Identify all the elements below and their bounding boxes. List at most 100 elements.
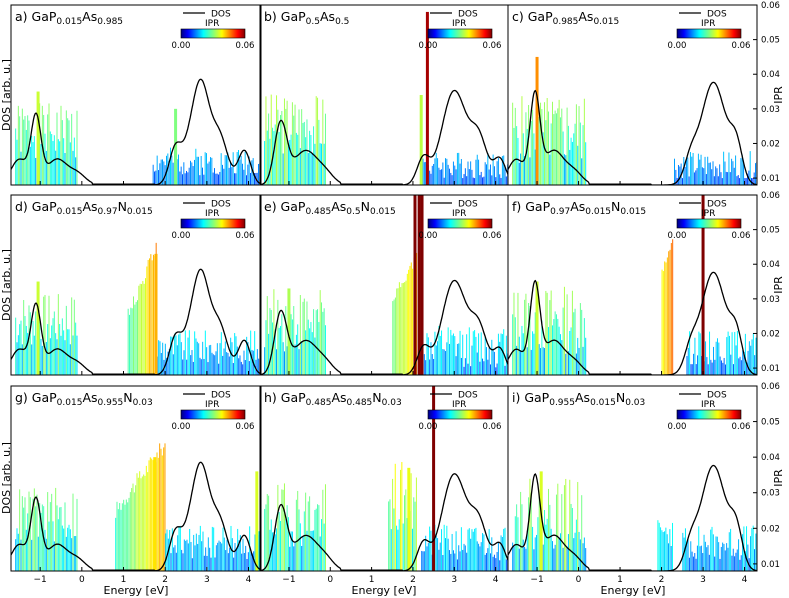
ipr-bar [69, 344, 71, 375]
ipr-bar [133, 296, 134, 375]
ipr-bar [236, 346, 238, 375]
ipr-bar [492, 556, 494, 571]
ipr-bar [549, 504, 551, 571]
ipr-bar [693, 353, 695, 375]
ipr-bar [276, 528, 278, 571]
ipr-bar [730, 354, 732, 375]
ipr-bar [462, 549, 464, 571]
ipr-bar [400, 287, 402, 375]
ipr-bar [29, 312, 31, 375]
ipr-bar [162, 342, 164, 375]
ipr-bar [468, 327, 470, 375]
ipr-bar [265, 320, 267, 375]
title-element: As [578, 9, 593, 24]
ipr-bar [581, 309, 583, 375]
ipr-bar-peak [287, 288, 291, 375]
ipr-bar [281, 110, 283, 185]
ipr-bar [472, 531, 474, 571]
ipr-bar [232, 363, 234, 375]
ipr-bar [462, 334, 464, 375]
colorbar-max: 0.06 [732, 231, 751, 241]
ipr-bar [501, 334, 503, 375]
ipr-bar [151, 458, 153, 571]
ipr-bar [160, 352, 162, 375]
ipr-bar [455, 356, 457, 375]
ipr-bar [740, 360, 742, 375]
ipr-bar [706, 547, 708, 571]
ipr-bar [268, 495, 270, 571]
ipr-bar [660, 527, 662, 571]
ipr-bar [313, 126, 315, 185]
ipr-bar [454, 553, 456, 571]
ipr-bar [177, 535, 179, 571]
ipr-bar [315, 96, 317, 185]
ipr-bar [551, 101, 553, 185]
ipr-bar [484, 162, 486, 185]
ipr-bar [397, 288, 399, 375]
ipr-bar [237, 528, 239, 571]
ipr-bar [522, 133, 524, 185]
x-tick-label: 1 [617, 575, 623, 585]
ipr-bar [152, 460, 154, 571]
ipr-bar [683, 156, 685, 185]
ipr-bar [669, 529, 671, 571]
ipr-bar-peak [539, 471, 543, 571]
ipr-bar [207, 362, 209, 375]
ipr-bar [37, 536, 39, 571]
ipr-bar [553, 319, 555, 375]
ipr-bar [544, 102, 546, 185]
title-element: N [611, 199, 620, 214]
ipr-bar [182, 174, 183, 185]
ipr-bar [23, 300, 25, 375]
ipr-bar [258, 531, 260, 571]
ipr-bar [542, 132, 544, 185]
ipr-bar [239, 159, 241, 185]
ipr-bar [164, 443, 166, 571]
ipr-bar [321, 143, 323, 185]
title-subscript: 0.485 [347, 398, 373, 408]
ipr-bar [574, 123, 576, 185]
ipr-bar [116, 501, 118, 571]
ipr-bar [731, 158, 733, 185]
title-subscript: 0.015 [593, 17, 619, 27]
ipr-bar [231, 538, 233, 571]
ipr-bar-peak [425, 11, 429, 185]
ipr-bar [310, 322, 312, 375]
colorbar-max: 0.06 [483, 231, 502, 241]
ipr-bar [60, 507, 62, 571]
ipr-bar [462, 178, 464, 185]
dos-curve [260, 89, 508, 185]
ipr-bar [49, 502, 51, 571]
ipr-bar [224, 155, 226, 185]
ipr-bar [305, 330, 307, 375]
ipr-bar [318, 322, 320, 375]
ipr-bar [431, 354, 433, 375]
ipr-bar [691, 551, 693, 571]
ipr-bar [722, 542, 724, 571]
ipr-bar [710, 359, 712, 375]
legend-dos-label: DOS [458, 391, 478, 401]
ipr-bar [445, 158, 447, 185]
ipr-bar [394, 463, 396, 571]
ipr-bar [466, 334, 468, 375]
ipr-bar [303, 511, 305, 571]
ipr-bar [442, 349, 444, 375]
ipr-bar [668, 251, 670, 375]
ipr-bar [283, 98, 285, 185]
ipr-bar [466, 552, 468, 571]
ipr-tick-label: 0.03 [761, 489, 780, 499]
ipr-bar [124, 504, 126, 571]
ipr-bar [567, 125, 569, 185]
ipr-bar [321, 519, 323, 571]
ipr-tick-label: 0.02 [761, 139, 780, 149]
colorbar [180, 28, 246, 39]
ipr-bar [222, 355, 224, 375]
title-subscript: 0.985 [97, 17, 123, 27]
ipr-bar [317, 309, 319, 375]
ipr-bar [695, 170, 697, 185]
ipr-bar [672, 239, 674, 375]
colorbar [676, 28, 742, 39]
ipr-bar-peak [153, 457, 157, 571]
ipr-bar [563, 286, 565, 375]
panel-label: e) GaP [264, 199, 306, 214]
